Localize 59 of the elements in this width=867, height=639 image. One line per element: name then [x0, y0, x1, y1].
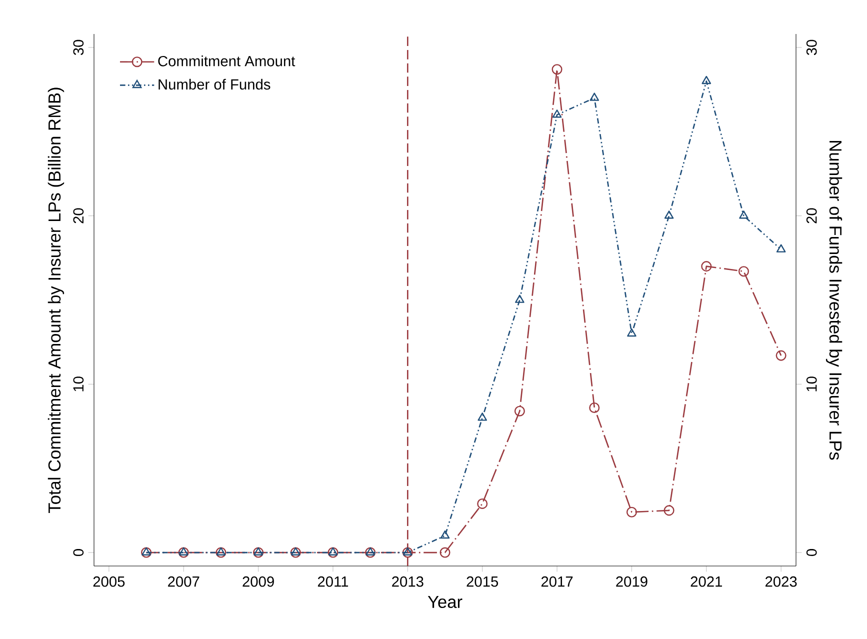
point	[253, 547, 264, 558]
y-tick-label: 20	[73, 208, 84, 224]
point	[552, 110, 562, 118]
x-tick-label: 2021	[690, 576, 722, 587]
point	[365, 547, 376, 558]
point	[514, 406, 525, 416]
point	[702, 76, 712, 84]
y-tick-label: 10	[73, 376, 84, 392]
point	[328, 547, 338, 556]
point	[403, 547, 412, 556]
point	[440, 547, 450, 558]
y-axis-title: Total Commitment Amount by Insurer LPs (Billion RMB)	[48, 88, 64, 513]
point	[515, 294, 524, 303]
point	[477, 498, 488, 509]
point	[776, 244, 786, 252]
point	[590, 92, 600, 101]
point	[328, 547, 338, 558]
point	[290, 547, 301, 558]
point	[738, 266, 749, 277]
y2-tick-label: 20	[806, 208, 817, 224]
point	[701, 261, 712, 272]
point	[178, 547, 189, 558]
y-tick-label: 0	[73, 549, 84, 556]
x-tick-label: 2019	[616, 576, 648, 587]
point	[627, 328, 636, 337]
x-tick-label: 2005	[93, 576, 125, 587]
point	[664, 505, 674, 516]
y-tick-label: 30	[73, 40, 84, 56]
point	[589, 402, 600, 414]
point	[402, 547, 413, 558]
point	[664, 210, 674, 219]
point	[776, 350, 786, 361]
x-tick-label: 2009	[242, 576, 274, 587]
point	[142, 547, 151, 556]
point	[626, 506, 637, 518]
point	[478, 412, 487, 421]
x-axis-title: Year	[428, 596, 462, 608]
y2-axis-title: Number of Funds Invested by Insurer LPs	[826, 141, 842, 460]
y2-tick-label: 10	[806, 376, 817, 392]
x-tick-label: 2013	[392, 576, 424, 587]
x-tick-label: 2017	[541, 576, 573, 587]
x-tick-label: 2015	[466, 576, 498, 587]
point	[366, 547, 375, 556]
legend-label: Number of Funds	[158, 78, 270, 90]
point	[291, 547, 300, 556]
point	[552, 64, 562, 75]
x-tick-label: 2011	[318, 576, 348, 587]
y2-tick-label: 30	[806, 40, 817, 56]
point	[216, 547, 226, 558]
legend-label: Commitment Amount	[158, 56, 296, 66]
x-tick-label: 2007	[168, 576, 200, 587]
y2-tick-label: 0	[806, 549, 817, 556]
point	[216, 547, 226, 556]
point	[178, 547, 188, 556]
point	[739, 210, 748, 219]
point	[254, 547, 263, 556]
point	[141, 547, 152, 558]
point	[440, 530, 450, 539]
x-tick-label: 2023	[765, 576, 797, 587]
